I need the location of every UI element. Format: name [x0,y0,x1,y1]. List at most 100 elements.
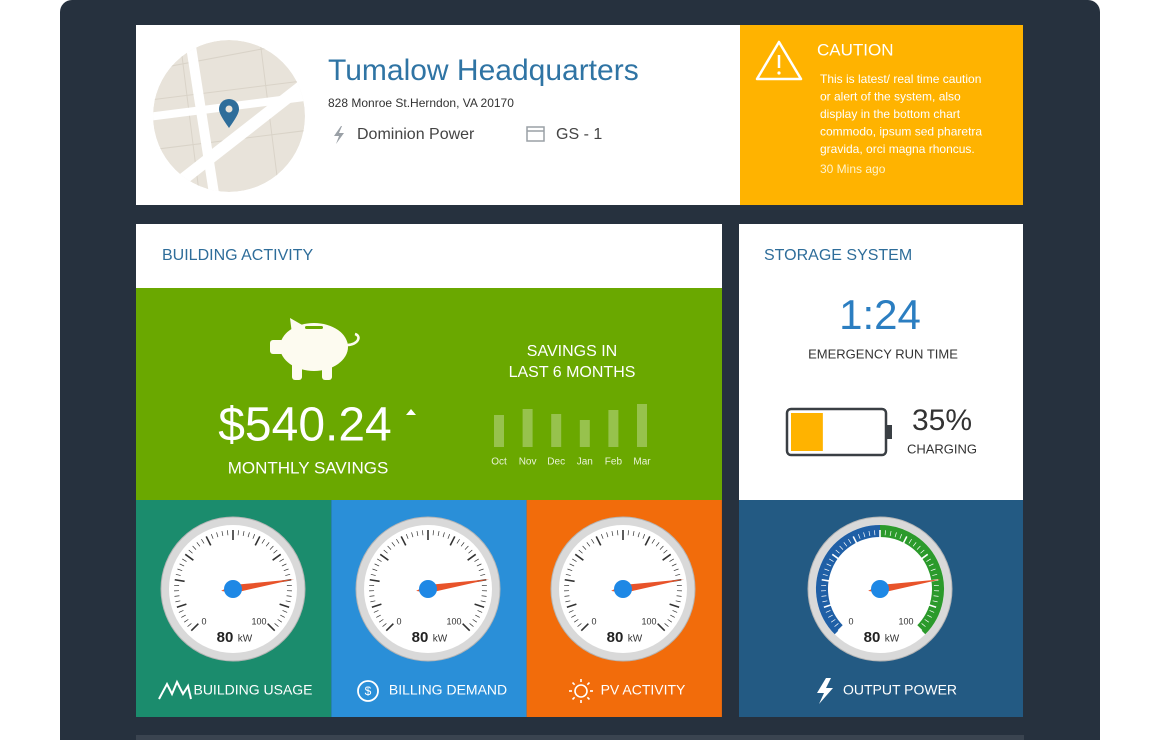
gauge-tick [899,534,903,539]
gauge-tick [188,549,193,554]
gauge-tick [437,530,440,537]
gauge-tick [177,568,183,572]
pv-icon [574,684,588,698]
gauge-tick [469,623,474,627]
gauge-max: 100 [251,616,266,626]
gauge-tick [894,532,897,538]
gauge-tick [184,619,189,623]
gauge-tick [396,538,400,544]
gauge-tick [478,568,484,572]
gauge-tick [201,538,205,544]
savings-month: Dec [547,457,565,468]
gauge-tick [382,623,387,627]
gauge-tick [889,530,892,537]
gauge-tick [920,549,925,554]
gauge-tick [449,536,456,546]
savings-month: Feb [605,457,623,468]
gauge-tick [196,542,201,547]
gauge-tick [254,536,261,546]
gauge-tick [370,600,376,603]
savings-month: Mar [633,457,651,468]
gauge-tick [916,545,921,550]
gauge-tick [174,595,180,597]
caution-time: 30 Mins ago [820,162,886,176]
gauge-tick [672,610,678,613]
gauge-tick [442,532,445,538]
gauge-tick [447,534,451,539]
gauge-tick [673,568,679,572]
gauge-tick [379,553,389,561]
gauge-tick [416,530,419,537]
gauge-tick [824,568,830,572]
gauge-hub [614,580,632,598]
battery-terminal [887,425,892,439]
map-road [185,40,220,192]
gauge-tick [577,623,582,627]
gauge-tick [175,573,181,576]
utility: Dominion Power [357,126,475,143]
savings-chart-title: SAVINGS IN [527,343,617,360]
gauge-tick [376,614,381,618]
gauge-tick [571,614,576,618]
gauge-tick [901,536,908,546]
battery-charge [791,413,823,451]
map-road [153,79,305,101]
gauge-tick [374,563,380,567]
piggy-tail [346,332,360,347]
gauge-tick [252,534,256,539]
gauge-tick [655,542,660,547]
rate: GS - 1 [556,126,602,143]
gauge-tick [383,549,388,554]
gauge-tick [848,538,852,544]
gauge-tick [642,534,646,539]
savings-chart-title: LAST 6 MONTHS [509,364,636,381]
gauge-tick [273,549,278,554]
caution-message: commodo, ipsum sed pharetra [820,124,982,138]
gauge-tick [930,568,936,572]
gauge-hub [224,580,242,598]
piggy-ear [290,318,304,334]
gauge-unit: kW [238,634,253,645]
gauge-tick [595,536,602,546]
monthly-savings: $540.24 [218,399,392,452]
gauge-tick [369,578,380,583]
savings-bar [522,409,533,447]
gauge-tick [572,558,577,562]
gauge-tick [644,536,651,546]
gauge-tick [651,538,655,544]
storage-card [739,224,1023,500]
gauge-tick [187,623,192,627]
gauge-min: 0 [848,616,853,626]
gauge-tick [657,623,666,632]
charge-status: CHARGING [907,441,977,456]
gauge-tick [462,623,471,632]
gauge-tick [369,595,375,597]
gauge-tick [932,573,938,576]
usage-icon [158,679,192,700]
gauge-tick [281,563,287,567]
piggy-body [280,323,348,371]
gauge-tick [825,610,831,613]
site-address: 828 Monroe St.Herndon, VA 20170 [328,96,514,110]
gauge-value: 80 [217,629,234,646]
gauge-label: PV ACTIVITY [601,682,686,698]
gauge-tick [676,595,682,597]
run-time-label: EMERGENCY RUN TIME [808,346,958,361]
caution-message: gravida, orci magna rhoncus. [820,142,975,156]
piggy-leg [322,362,332,380]
gauge-max: 100 [641,616,656,626]
gauge-tick [247,532,250,538]
savings-bar [551,414,562,447]
gauge-tick [578,549,583,554]
gauge-tick [387,545,392,550]
map-road [259,40,281,192]
gauge-tick [474,603,485,608]
piggy-snout [270,340,284,354]
gauge-tick [379,619,384,623]
savings-bar [579,420,590,447]
gauge-tick [464,545,469,550]
gauge-tick [272,553,282,561]
gauge-tick [663,549,668,554]
gauge-tick [670,614,675,618]
